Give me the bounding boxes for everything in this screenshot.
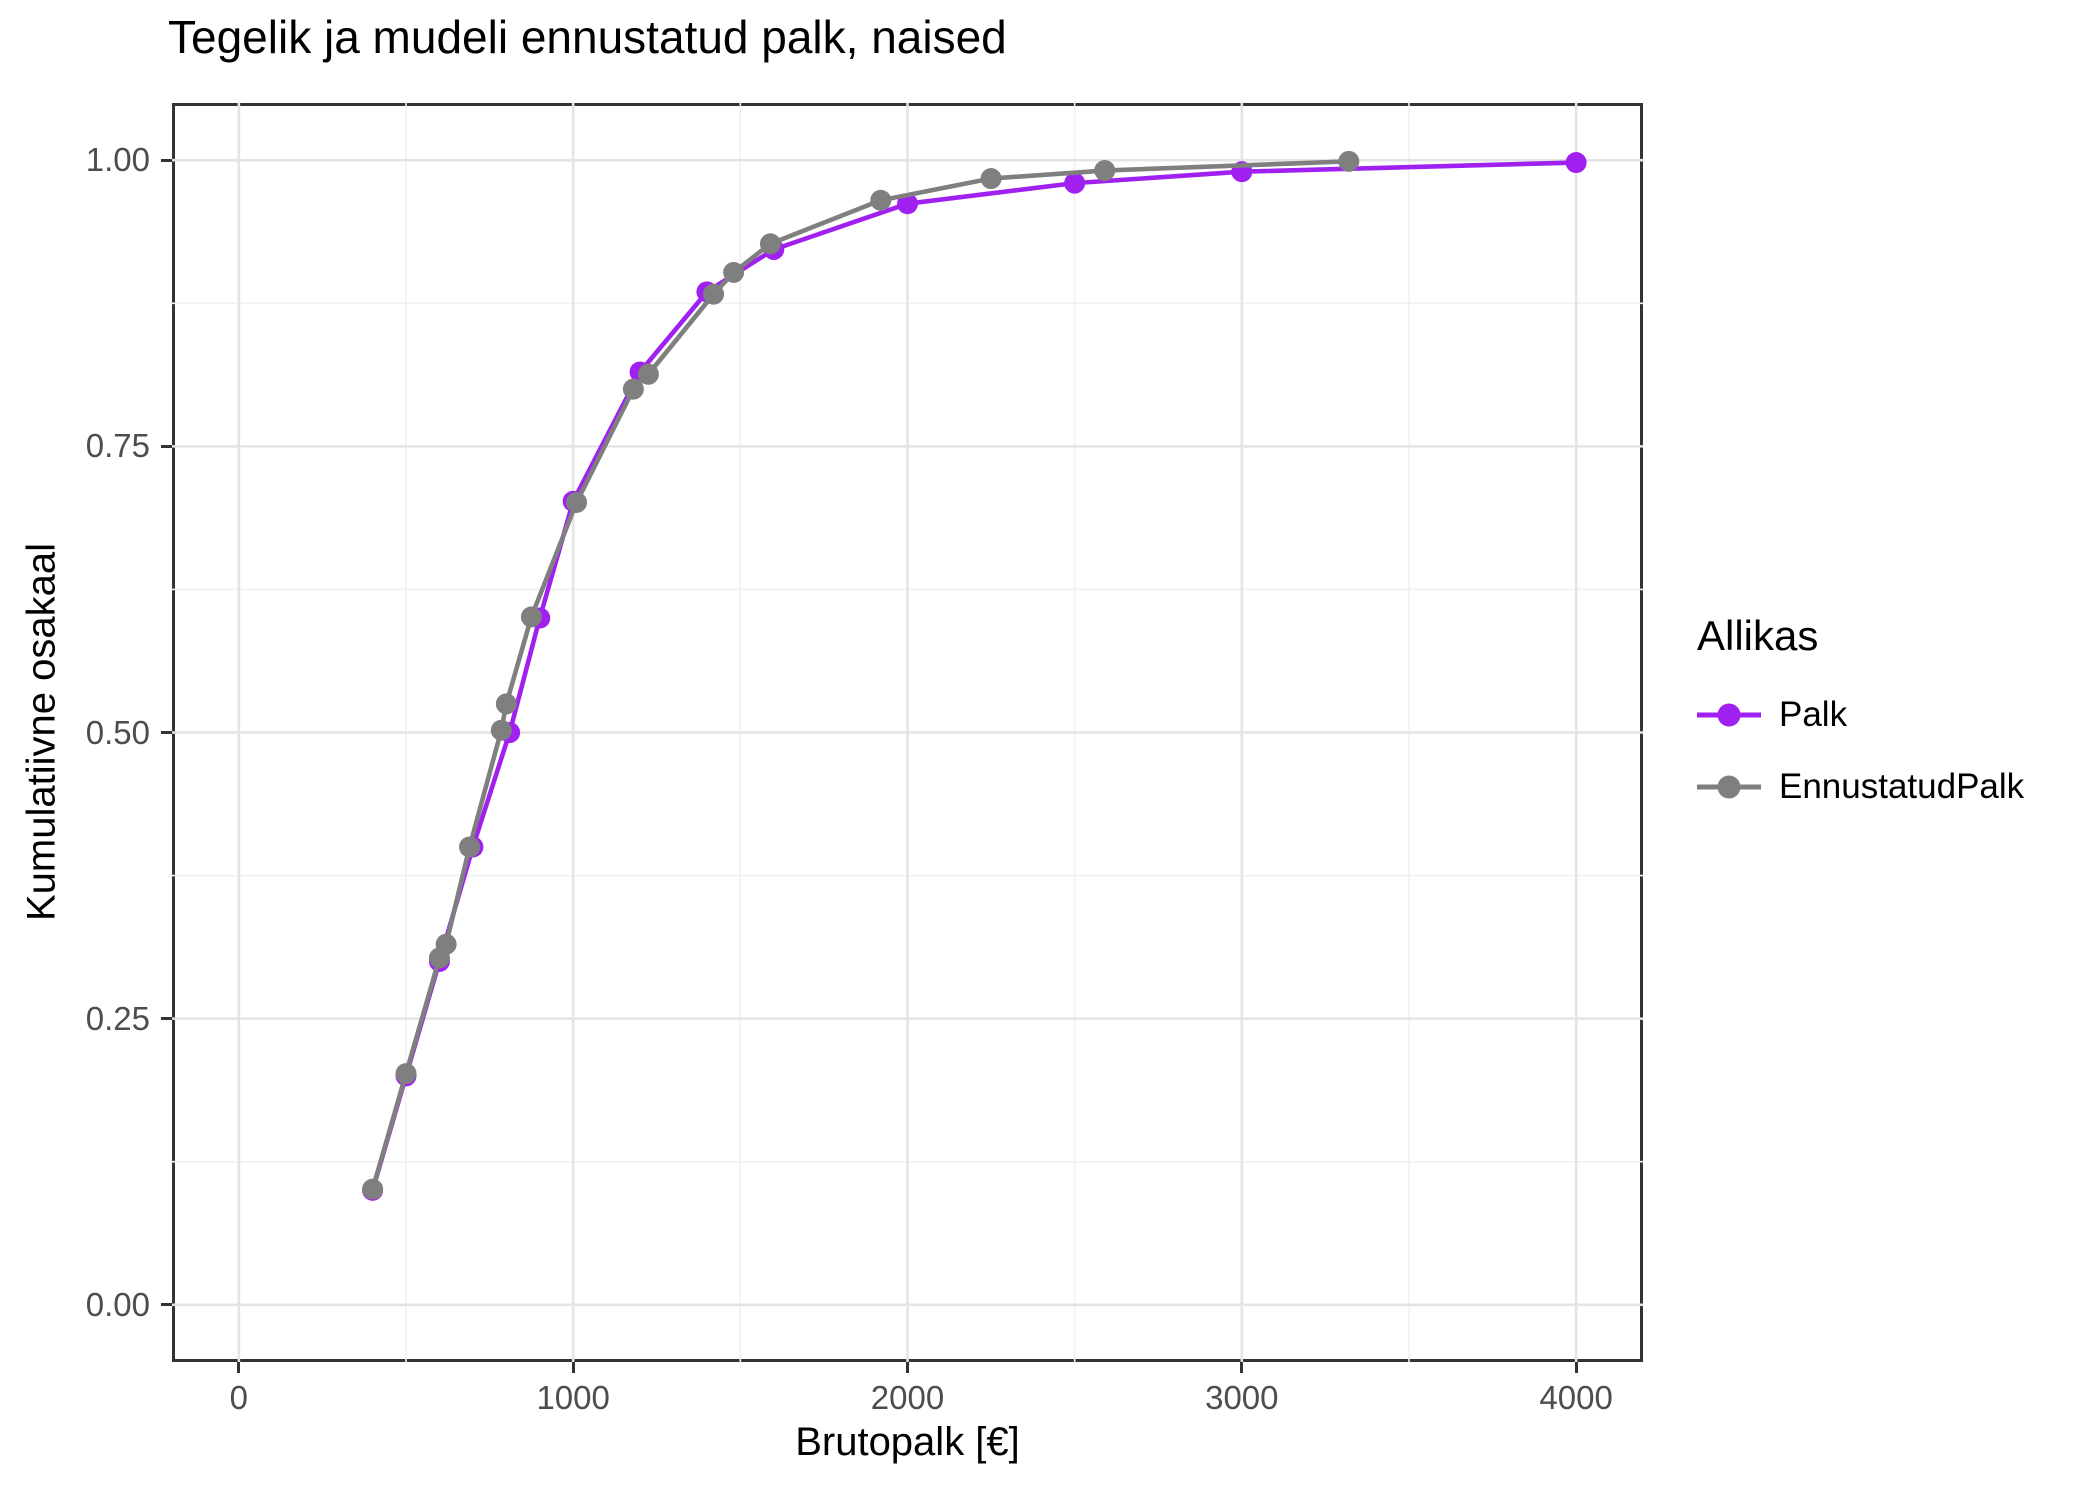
data-point-ennustatudpalk: [566, 491, 588, 513]
data-point-ennustatudpalk: [490, 719, 512, 741]
legend-key-palk: [1697, 686, 1761, 744]
y-tick-label: 0.75: [85, 427, 150, 465]
legend-key-ennustatudpalk: [1697, 758, 1761, 816]
y-tick-label: 0.00: [85, 1285, 150, 1323]
legend: Allikas Palk EnnustatudPalk: [1697, 612, 2024, 830]
legend-item-palk: Palk: [1697, 686, 2024, 744]
x-tick-mark: [1240, 1362, 1244, 1373]
y-tick-mark: [161, 158, 172, 162]
series-line-palk: [370, 160, 1579, 1193]
x-tick-label: 4000: [1539, 1379, 1613, 1416]
legend-label-palk: Palk: [1779, 695, 1848, 734]
data-point-ennustatudpalk: [637, 363, 659, 385]
y-tick-mark: [161, 731, 172, 734]
x-tick-mark: [1574, 1362, 1578, 1373]
data-point-ennustatudpalk: [622, 378, 644, 400]
data-point-palk: [897, 193, 918, 215]
chart-title: Tegelik ja mudeli ennustatud palk, naise…: [168, 11, 1007, 63]
data-point-ennustatudpalk: [520, 606, 542, 628]
series-line-ennustatudpalk: [370, 159, 1352, 1192]
x-tick-label: 3000: [1205, 1379, 1279, 1416]
legend-title: Allikas: [1697, 612, 1819, 659]
x-axis-title: Brutopalk [€]: [795, 1420, 1020, 1464]
data-point-ennustatudpalk: [395, 1063, 417, 1085]
data-point-ennustatudpalk: [870, 189, 892, 211]
x-tick-label: 1000: [536, 1379, 610, 1416]
y-tick-mark: [161, 1303, 172, 1307]
data-point-ennustatudpalk: [980, 168, 1002, 190]
data-point-ennustatudpalk: [723, 261, 745, 283]
data-point-ennustatudpalk: [495, 693, 517, 715]
y-tick-label: 1.00: [85, 141, 150, 179]
y-tick-label: 0.50: [85, 713, 150, 751]
y-tick-label: 0.25: [85, 999, 150, 1037]
x-tick-label: 0: [229, 1379, 249, 1416]
data-point-ennustatudpalk: [703, 283, 725, 305]
y-tick-mark: [161, 1017, 172, 1021]
x-tick-mark: [571, 1362, 575, 1373]
data-point-ennustatudpalk: [1338, 150, 1360, 172]
data-point-ennustatudpalk: [362, 1178, 384, 1200]
x-tick-label: 2000: [870, 1379, 945, 1416]
data-point-ennustatudpalk: [435, 933, 457, 955]
data-point-ennustatudpalk: [1094, 160, 1116, 182]
x-tick-mark: [237, 1362, 241, 1373]
legend-dot-icon: [1717, 775, 1741, 799]
y-tick-mark: [161, 444, 172, 448]
data-point-palk: [1565, 152, 1587, 174]
data-point-ennustatudpalk: [459, 836, 481, 858]
legend-label-ennustatudpalk: EnnustatudPalk: [1779, 767, 2025, 806]
legend-item-ennustatudpalk: EnnustatudPalk: [1697, 758, 2024, 816]
data-point-palk: [1064, 172, 1086, 194]
chart-canvas: [172, 103, 1643, 1362]
x-tick-mark: [906, 1362, 909, 1373]
data-point-ennustatudpalk: [759, 233, 781, 255]
legend-dot-icon: [1717, 703, 1741, 727]
